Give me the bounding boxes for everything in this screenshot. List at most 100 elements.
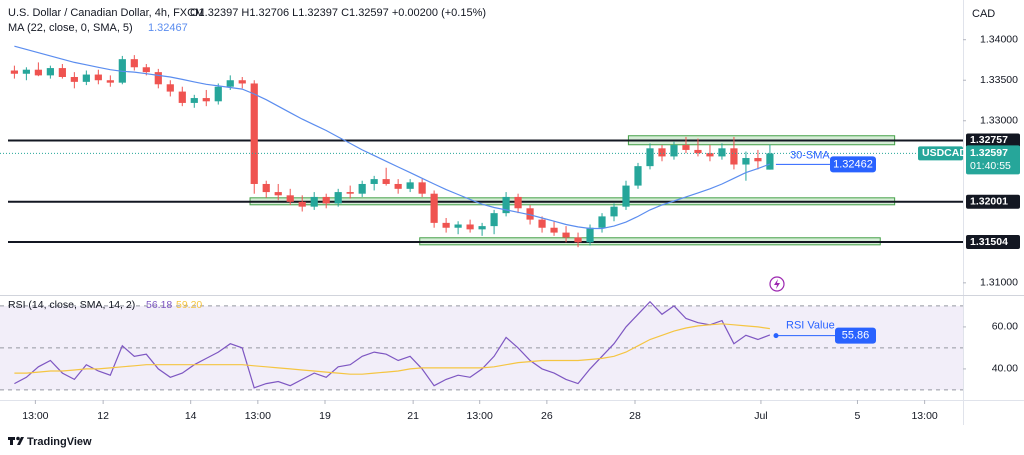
moving-average-line bbox=[14, 45, 771, 230]
rsi-line bbox=[14, 300, 771, 389]
alert-icon bbox=[769, 276, 785, 292]
candle-body bbox=[502, 196, 510, 214]
y-tick-label: 40.00 bbox=[992, 363, 1018, 375]
candle-body bbox=[466, 224, 474, 230]
candle-body bbox=[286, 195, 294, 202]
annotation-value: 55.86 bbox=[842, 330, 870, 342]
candle-body bbox=[418, 182, 426, 194]
rsi-legend-name: RSI (14, close, SMA, 14, 2) bbox=[8, 299, 135, 311]
candle-body bbox=[130, 59, 138, 68]
level-price-box bbox=[966, 133, 1020, 148]
candle-body bbox=[490, 213, 498, 227]
candle-body bbox=[430, 193, 438, 223]
candle-body bbox=[370, 179, 378, 184]
candle-body bbox=[106, 80, 114, 83]
candle-body bbox=[34, 69, 42, 76]
candle-body bbox=[646, 148, 654, 167]
level-price-box bbox=[966, 194, 1020, 209]
currency-label: CAD bbox=[972, 8, 995, 20]
candle-body bbox=[46, 68, 54, 76]
x-tick-label: 28 bbox=[629, 410, 641, 422]
candle-body bbox=[298, 201, 306, 207]
candle-body bbox=[634, 166, 642, 186]
candle-body bbox=[58, 68, 66, 77]
candle-body bbox=[622, 185, 630, 207]
candle-body bbox=[250, 83, 258, 184]
candle-body bbox=[742, 158, 750, 165]
candle-body bbox=[202, 98, 210, 102]
candle-body bbox=[670, 145, 678, 157]
candle-body bbox=[22, 69, 30, 74]
level-price-label: 1.32757 bbox=[970, 134, 1008, 146]
symbol-tag-label: USDCAD bbox=[922, 147, 967, 159]
annotation-box bbox=[830, 156, 876, 173]
x-tick-label: 13:00 bbox=[245, 410, 271, 422]
current-price-label: 1.32597 bbox=[970, 147, 1008, 159]
footer-brand: TradingView bbox=[27, 436, 92, 448]
candle-body bbox=[442, 222, 450, 228]
y-tick-label: 60.00 bbox=[992, 321, 1018, 333]
candle-body bbox=[94, 74, 102, 81]
candle-body bbox=[694, 149, 702, 154]
candle-body bbox=[538, 219, 546, 228]
candle-body bbox=[262, 183, 270, 193]
candle-body bbox=[322, 196, 330, 204]
candle-body bbox=[238, 80, 246, 84]
x-tick-label: 13:00 bbox=[22, 410, 48, 422]
candle-body bbox=[586, 227, 594, 243]
candle-body bbox=[154, 72, 162, 85]
candle-body bbox=[142, 67, 150, 73]
candle-body bbox=[526, 208, 534, 220]
candle-body bbox=[718, 148, 726, 157]
candle-body bbox=[706, 153, 714, 157]
candle-body bbox=[730, 148, 738, 165]
rsi-ma-line bbox=[14, 323, 770, 375]
candle-body bbox=[754, 158, 762, 162]
annotation-value: 1.32462 bbox=[833, 158, 873, 170]
chart-title: U.S. Dollar / Canadian Dollar, 4h, FXCM bbox=[8, 7, 204, 19]
level-price-box bbox=[966, 234, 1020, 249]
tradingview-logo bbox=[8, 436, 24, 445]
x-tick-label: 26 bbox=[541, 410, 553, 422]
candle-body bbox=[382, 179, 390, 184]
candle-body bbox=[682, 145, 690, 150]
ma-legend-name: MA (22, close, 0, SMA, 5) bbox=[8, 22, 133, 34]
annotation-box bbox=[835, 327, 876, 344]
candle-body bbox=[226, 80, 234, 87]
candle-body bbox=[562, 232, 570, 238]
candle-body bbox=[166, 84, 174, 92]
x-tick-label: 21 bbox=[407, 410, 419, 422]
x-tick-label: 14 bbox=[185, 410, 197, 422]
symbol-tag bbox=[918, 146, 963, 161]
candle-body bbox=[514, 196, 522, 209]
candle-body bbox=[406, 182, 414, 189]
candle-body bbox=[478, 226, 486, 230]
x-tick-label: 13:00 bbox=[911, 410, 937, 422]
annotation-text: 30-SMA bbox=[790, 149, 830, 161]
candle-body bbox=[610, 206, 618, 217]
y-tick-label: 1.34000 bbox=[980, 33, 1018, 45]
candle-body bbox=[346, 192, 354, 194]
candle-body bbox=[10, 70, 18, 74]
candle-body bbox=[310, 196, 318, 207]
current-price-box bbox=[966, 145, 1020, 175]
candle-body bbox=[598, 216, 606, 228]
candle-body bbox=[214, 86, 222, 102]
candle-body bbox=[454, 224, 462, 228]
y-tick-label: 1.31000 bbox=[980, 277, 1018, 289]
annotation-text: RSI Value bbox=[786, 320, 835, 332]
candle-body bbox=[334, 192, 342, 204]
x-tick-label: 13:00 bbox=[467, 410, 493, 422]
candle-body bbox=[82, 74, 90, 82]
x-tick-label: 5 bbox=[855, 410, 861, 422]
rsi-legend-value: 56.18 bbox=[146, 299, 172, 311]
candle-body bbox=[574, 237, 582, 243]
candle-body bbox=[190, 98, 198, 103]
candle-body bbox=[178, 91, 186, 103]
candle-body bbox=[766, 153, 774, 170]
x-tick-label: 12 bbox=[97, 410, 109, 422]
ohlc-readout: O1.32397 H1.32706 L1.32397 C1.32597 +0.0… bbox=[190, 7, 486, 19]
candle-body bbox=[394, 183, 402, 189]
